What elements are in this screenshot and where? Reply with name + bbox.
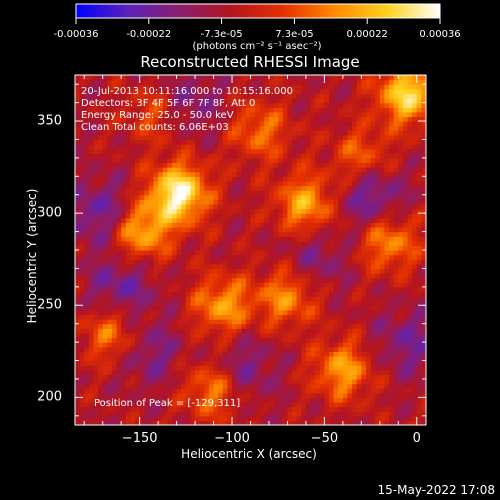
colorbar-tick-label: 0.00036 bbox=[419, 29, 461, 40]
colorbar-tick-label: 0.00022 bbox=[346, 29, 388, 40]
y-tick-label: 300 bbox=[37, 205, 62, 221]
colorbar-tick-label: -0.00022 bbox=[126, 29, 172, 40]
plot-title: Reconstructed RHESSI Image bbox=[140, 53, 360, 71]
colorbar-ticks bbox=[75, 18, 441, 24]
x-tick-label: 0 bbox=[412, 431, 421, 446]
info-time-range: 20-Jul-2013 10:11:16.000 to 10:15:16.000 bbox=[81, 86, 293, 97]
axis-ticks bbox=[75, 75, 426, 425]
colorbar-tick-label: -0.00036 bbox=[53, 29, 99, 40]
footer-timestamp: 15-May-2022 17:08 bbox=[377, 483, 495, 497]
heatmap-image bbox=[75, 75, 426, 425]
y-axis-label: Heliocentric Y (arcsec) bbox=[25, 188, 39, 324]
info-energy-range: Energy Range: 25.0 - 50.0 keV bbox=[81, 110, 234, 121]
colorbar-tick-label: -7.3e-05 bbox=[200, 29, 243, 40]
x-tick-label: −100 bbox=[214, 431, 250, 446]
colorbar-units: (photons cm⁻² s⁻¹ asec⁻²) bbox=[192, 41, 322, 52]
colorbar-tick-label: 7.3e-05 bbox=[275, 29, 314, 40]
y-tick-label: 350 bbox=[37, 113, 62, 129]
y-tick-label: 250 bbox=[37, 297, 62, 313]
peak-marker bbox=[176, 190, 181, 195]
y-tick-label: 200 bbox=[37, 389, 62, 405]
info-detectors: Detectors: 3F 4F 5F 6F 7F 8F, Att 0 bbox=[81, 98, 256, 109]
colorbar bbox=[75, 3, 441, 19]
x-tick-label: −150 bbox=[121, 431, 158, 446]
x-axis-label: Heliocentric X (arcsec) bbox=[181, 447, 317, 461]
peak-position-label: Position of Peak = [-129,311] bbox=[94, 398, 241, 409]
x-tick-label: −50 bbox=[310, 431, 339, 446]
info-clean-counts: Clean Total counts: 6.06E+03 bbox=[81, 122, 229, 133]
